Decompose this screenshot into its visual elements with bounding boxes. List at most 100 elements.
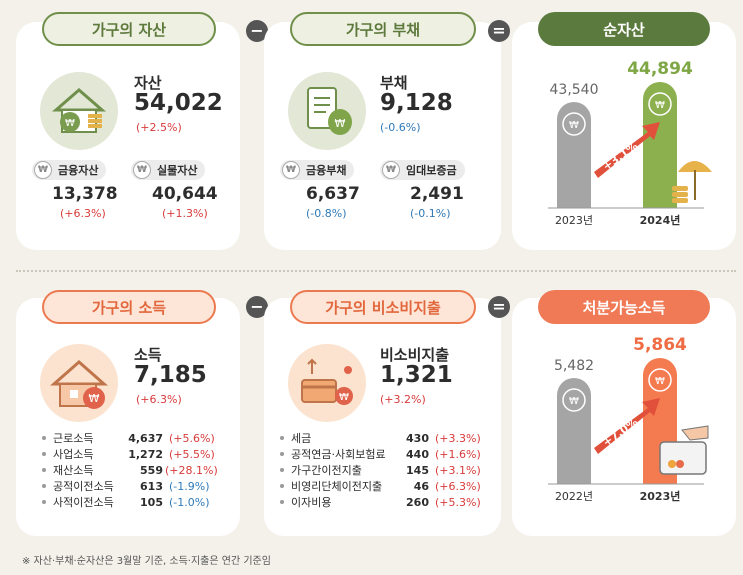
category-label: 2024년: [640, 213, 681, 227]
assets-value: 54,022: [134, 90, 223, 116]
list-item: 사적이전소득 105 (-1.0%): [42, 494, 218, 510]
deposit-debt-change: (-0.1%): [410, 207, 451, 220]
hand-icon: [681, 425, 709, 441]
list-item: 비영리단체이전지출 46 (+6.3%): [280, 478, 481, 494]
bar: [643, 82, 677, 208]
list-item: 세금 430 (+3.3%): [280, 430, 481, 446]
equals-operator: =: [488, 20, 510, 42]
financial-debt-value: 6,637: [306, 184, 360, 204]
list-item: 공적이전소득 613 (-1.9%): [42, 478, 218, 494]
won-icon: ₩: [282, 161, 300, 179]
won-icon: ₩: [133, 161, 151, 179]
income-value: 7,185: [134, 362, 207, 388]
assets-title: 가구의 자산: [42, 12, 216, 46]
real-assets-change: (+1.3%): [162, 207, 208, 220]
card-icon: [659, 441, 707, 475]
spend-label: 비소비지출: [380, 346, 450, 364]
spend-title: 가구의 비소비지출: [290, 290, 476, 324]
debt-value: 9,128: [380, 90, 453, 116]
income-change: (+6.3%): [136, 393, 182, 406]
category-label: 2023년: [555, 214, 593, 227]
deposit-debt-tag: ₩ 임대보증금: [380, 160, 465, 180]
financial-assets-value: 13,378: [52, 184, 118, 204]
growth-label: +7.0%: [600, 415, 640, 449]
spend-card: [264, 298, 501, 536]
won-coin-icon: [648, 368, 672, 392]
card-chip-icon: [668, 460, 676, 468]
net-assets-chart: ₩43,540 2023년 ₩44,894 2024년 +3.1%: [548, 59, 712, 227]
coin-stack-icon: [672, 186, 688, 191]
bar: [557, 378, 591, 484]
financial-assets-change: (+6.3%): [60, 207, 106, 220]
assets-label: 자산: [134, 74, 162, 92]
footnote: ※ 자산·부채·순자산은 3월말 기준, 소득·지출은 연간 기준임: [22, 556, 271, 567]
deposit-debt-value: 2,491: [410, 184, 464, 204]
svg-text:₩: ₩: [339, 392, 349, 403]
value-label: 5,482: [554, 358, 594, 374]
debt-title: 가구의 부채: [290, 12, 476, 46]
coin-stack-icon: [672, 198, 688, 203]
spend-value: 1,321: [380, 362, 453, 388]
card-chip-icon: [676, 460, 684, 468]
growth-label: +3.1%: [600, 139, 640, 173]
financial-assets-tag: ₩ 금융자산: [32, 160, 107, 180]
section-divider: [16, 270, 736, 272]
income-label: 소득: [134, 346, 162, 364]
coin-stack-icon: [672, 192, 688, 197]
svg-text:₩: ₩: [89, 392, 100, 405]
house-coin-icon: ₩: [40, 72, 118, 150]
disposable-income-title: 처분가능소득: [538, 290, 710, 324]
debt-change: (-0.6%): [380, 121, 421, 134]
value-label: 43,540: [550, 82, 599, 98]
assets-change: (+2.5%): [136, 121, 182, 134]
house-income-icon: ₩: [40, 344, 118, 422]
equals-operator: =: [488, 296, 510, 318]
won-symbol: ₩: [569, 396, 579, 407]
won-symbol: ₩: [655, 376, 665, 387]
won-coin-icon: [562, 112, 586, 136]
minus-operator: −: [246, 20, 268, 42]
net-assets-title: 순자산: [538, 12, 710, 46]
real-assets-tag: ₩ 실물자산: [131, 160, 206, 180]
won-coin-icon: [562, 388, 586, 412]
net-assets-card: [512, 22, 736, 250]
disposable-income-chart: ₩5,482 2022년 ₩5,864 2023년 +7.0%: [548, 335, 709, 503]
umbrella-icon: [678, 161, 712, 172]
growth-arrow: [594, 398, 660, 454]
list-item: 공적연금·사회보험료 440 (+1.6%): [280, 446, 481, 462]
financial-debt-change: (-0.8%): [306, 207, 347, 220]
list-item: 근로소득 4,637 (+5.6%): [42, 430, 218, 446]
income-card: [16, 298, 240, 536]
list-item: 이자비용 260 (+5.3%): [280, 494, 481, 510]
card-hearts-icon: ₩: [288, 344, 366, 422]
won-icon: ₩: [34, 161, 52, 179]
spend-change: (+3.2%): [380, 393, 426, 406]
income-title: 가구의 소득: [42, 290, 216, 324]
bar-base: [557, 466, 591, 484]
financial-debt-tag: ₩ 금융부채: [280, 160, 355, 180]
won-coin-icon: [648, 92, 672, 116]
list-item: 사업소득 1,272 (+5.5%): [42, 446, 218, 462]
value-label: 44,894: [627, 59, 693, 79]
won-icon: ₩: [382, 161, 400, 179]
category-label: 2022년: [555, 490, 593, 503]
minus-operator: −: [246, 296, 268, 318]
debt-label: 부채: [380, 74, 408, 92]
income-breakdown: 근로소득 4,637 (+5.6%) 사업소득 1,272 (+5.5%) 재산소득 55…: [42, 430, 218, 510]
list-item: 가구간이전지출 145 (+3.1%): [280, 462, 481, 478]
receipt-moneybag-icon: ₩: [288, 72, 366, 150]
disposable-income-card: [512, 298, 736, 536]
real-assets-value: 40,644: [152, 184, 218, 204]
spend-breakdown: 세금 430 (+3.3%) 공적연금·사회보험료 440 (+1.6%) 가구간이전지…: [280, 430, 481, 510]
won-symbol: ₩: [655, 100, 665, 111]
bar-base: [557, 190, 591, 208]
won-symbol: ₩: [569, 120, 579, 131]
svg-text:₩: ₩: [335, 117, 346, 130]
growth-arrow: [594, 122, 660, 178]
value-label: 5,864: [633, 335, 687, 355]
category-label: 2023년: [640, 489, 681, 503]
list-item: 재산소득 559 (+28.1%): [42, 462, 218, 478]
bar-base: [643, 190, 677, 208]
svg-text:₩: ₩: [65, 118, 75, 129]
bar: [557, 102, 591, 208]
